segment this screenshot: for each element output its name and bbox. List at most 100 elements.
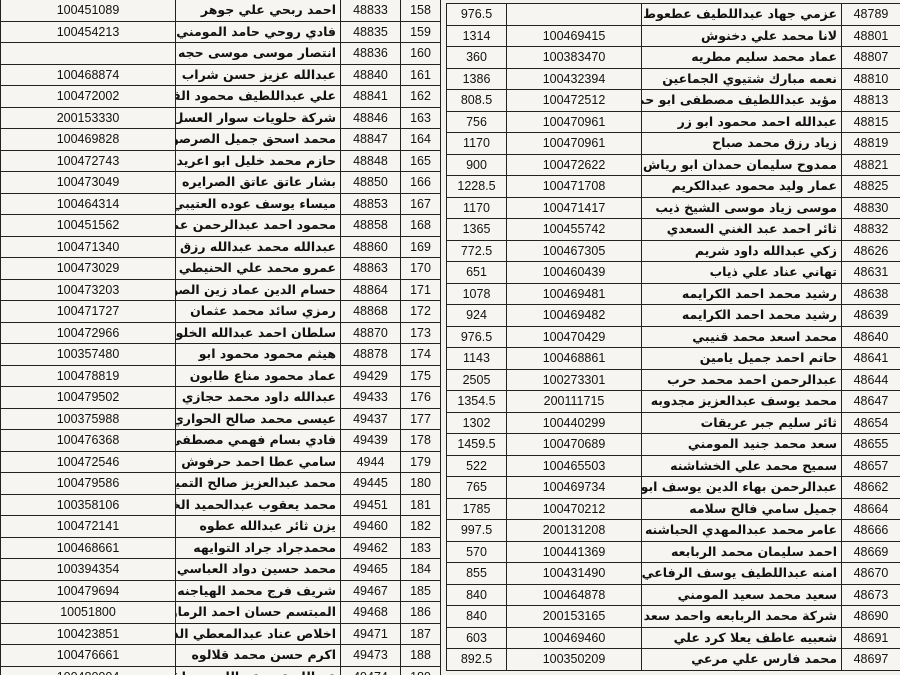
- id-cell: 100468661: [0, 536, 176, 559]
- code-cell: 48662: [841, 476, 900, 499]
- name-cell: فادي روحي حامد المومني: [175, 20, 341, 43]
- table-row: 570 100441369 احمد سليمان محمد الربابعه 486…: [446, 540, 900, 563]
- amount-cell: 900: [446, 153, 507, 176]
- name-cell: تهاني عناد علي ذياب: [641, 261, 842, 284]
- amount-cell: 1170: [446, 132, 507, 155]
- code-cell: 48819: [841, 132, 900, 155]
- code-cell: 49439: [340, 429, 401, 452]
- name-cell: شعبيه عاطف يعلا كرد علي: [641, 626, 842, 649]
- table-row: 100468661 محمدجراد جراد التوايهه 49462 183: [0, 536, 441, 559]
- name-cell: ميساء يوسف عوده العتيبي: [175, 192, 341, 215]
- id-cell: 100480004: [0, 665, 176, 675]
- code-cell: 48858: [340, 214, 401, 237]
- code-cell: 49471: [340, 622, 401, 645]
- code-cell: 48836: [340, 42, 401, 65]
- amount-cell: 808.5: [446, 89, 507, 112]
- name-cell: المبتسم حسان احمد الرماوي: [175, 601, 341, 624]
- id-cell: 100479586: [0, 472, 176, 495]
- name-cell: عبدالله احمد محمود ابو زر: [641, 110, 842, 133]
- name-cell: سلطان احمد عبدالله الخلوف: [175, 321, 341, 344]
- id-cell: 100423851: [0, 622, 176, 645]
- amount-cell: 772.5: [446, 239, 507, 262]
- name-cell: محمد اسعد محمد قنيبي: [641, 325, 842, 348]
- code-cell: 48860: [340, 235, 401, 258]
- id-cell: 10051800: [0, 601, 176, 624]
- code-cell: 48690: [841, 605, 900, 628]
- table-row: 100480004عبدالله عمر عبدالله مصطفى494741…: [0, 665, 441, 675]
- table-row: 100478819 عماد محمود مناع طابون 49429 175: [0, 364, 441, 387]
- code-cell: 48863: [340, 257, 401, 280]
- code-cell: 48813: [841, 89, 900, 112]
- id-cell: 100350209: [506, 648, 642, 671]
- table-row: 1170 100471417 موسى زياد موسى الشيخ ذيب 488…: [446, 196, 900, 219]
- amount-cell: 1785: [446, 497, 507, 520]
- name-cell: انتصار موسى موسى حجه: [175, 42, 341, 65]
- code-cell: 48864: [340, 278, 401, 301]
- code-cell: 48847: [340, 128, 401, 151]
- seq-cell: 184: [400, 558, 441, 581]
- id-cell: 100473029: [0, 257, 176, 280]
- amount-cell: 1459.5: [446, 433, 507, 456]
- name-cell: سميح محمد علي الخشاشنه: [641, 454, 842, 477]
- table-row: 100479694 شريف فرج محمد الهياجنه 49467 185: [0, 579, 441, 602]
- code-cell: 48848: [340, 149, 401, 172]
- amount-cell: 997.5: [446, 519, 507, 542]
- name-cell: امنه عبداللطيف يوسف الرفاعي: [641, 562, 842, 585]
- code-cell: 49451: [340, 493, 401, 516]
- id-cell: 100469828: [0, 128, 176, 151]
- code-cell: 48830: [841, 196, 900, 219]
- code-cell: 49445: [340, 472, 401, 495]
- code-cell: 48638: [841, 282, 900, 305]
- code-cell: 48657: [841, 454, 900, 477]
- amount-cell: 2505: [446, 368, 507, 391]
- table-row: 1459.5 100470689 سعد محمد جنيد المومني 4865…: [446, 433, 900, 456]
- name-cell: محمد حسين دواد العباسي: [175, 558, 341, 581]
- code-cell: 49468: [340, 601, 401, 624]
- code-cell: 48810: [841, 67, 900, 90]
- name-cell: رشيد محمد احمد الكرايمه: [641, 282, 842, 305]
- table-row: 840 100464878 سعيد محمد سعيد المومني 48673: [446, 583, 900, 606]
- code-cell: 48815: [841, 110, 900, 133]
- code-cell: 48673: [841, 583, 900, 606]
- table-row: 100451562 محمود احمد عبدالرحمن عمر 48858 16…: [0, 214, 441, 237]
- name-cell: ممدوح سليمان حمدان ابو رياش: [641, 153, 842, 176]
- id-cell: 100467305: [506, 239, 642, 262]
- seq-cell: 180: [400, 472, 441, 495]
- amount-cell: 360: [446, 46, 507, 69]
- table-row: 100464314 ميساء يوسف عوده العتيبي 48853 167: [0, 192, 441, 215]
- name-cell: بشار عاتق عاتق الصرايره: [175, 171, 341, 194]
- id-cell: [0, 42, 176, 65]
- amount-cell: 892.5: [446, 648, 507, 671]
- table-row: 100451089 احمد ربحي علي جوهر 48833 158: [0, 0, 441, 22]
- id-cell: 100464878: [506, 583, 642, 606]
- table-row: 1365 100455742 ثائر احمد عبد الغني السعدي 4…: [446, 218, 900, 241]
- name-cell: سعيد محمد سعيد المومني: [641, 583, 842, 606]
- code-cell: 49462: [340, 536, 401, 559]
- table-row: 1386 100432394 نعمه مبارك شتيوي الجماعين 48…: [446, 67, 900, 90]
- amount-cell: 1302: [446, 411, 507, 434]
- code-cell: 48835: [340, 20, 401, 43]
- name-cell: رمزي سائد محمد عثمان: [175, 300, 341, 323]
- name-cell: نعمه مبارك شتيوي الجماعين: [641, 67, 842, 90]
- seq-cell: 165: [400, 149, 441, 172]
- amount-cell: 855: [446, 562, 507, 585]
- amount-cell: 1386: [446, 67, 507, 90]
- id-cell: 200153165: [506, 605, 642, 628]
- id-cell: 100473203: [0, 278, 176, 301]
- table-row: 100375988 عيسى محمد صالح الحواري 49437 177: [0, 407, 441, 430]
- name-cell: موسى زياد موسى الشيخ ذيب: [641, 196, 842, 219]
- seq-cell: 183: [400, 536, 441, 559]
- seq-cell: 160: [400, 42, 441, 65]
- code-cell: 48647: [841, 390, 900, 413]
- code-cell: 4944: [340, 450, 401, 473]
- amount-cell: 603: [446, 626, 507, 649]
- id-cell: 100468861: [506, 347, 642, 370]
- code-cell: 48850: [340, 171, 401, 194]
- table-row: 100476368 فادي بسام فهمي مصطفى 49439 178: [0, 429, 441, 452]
- table-row: 10051800 المبتسم حسان احمد الرماوي 49468 18…: [0, 601, 441, 624]
- id-cell: 100471417: [506, 196, 642, 219]
- id-cell: 100441369: [506, 540, 642, 563]
- name-cell: محمد يوسف عبدالعزيز مجدوبه: [641, 390, 842, 413]
